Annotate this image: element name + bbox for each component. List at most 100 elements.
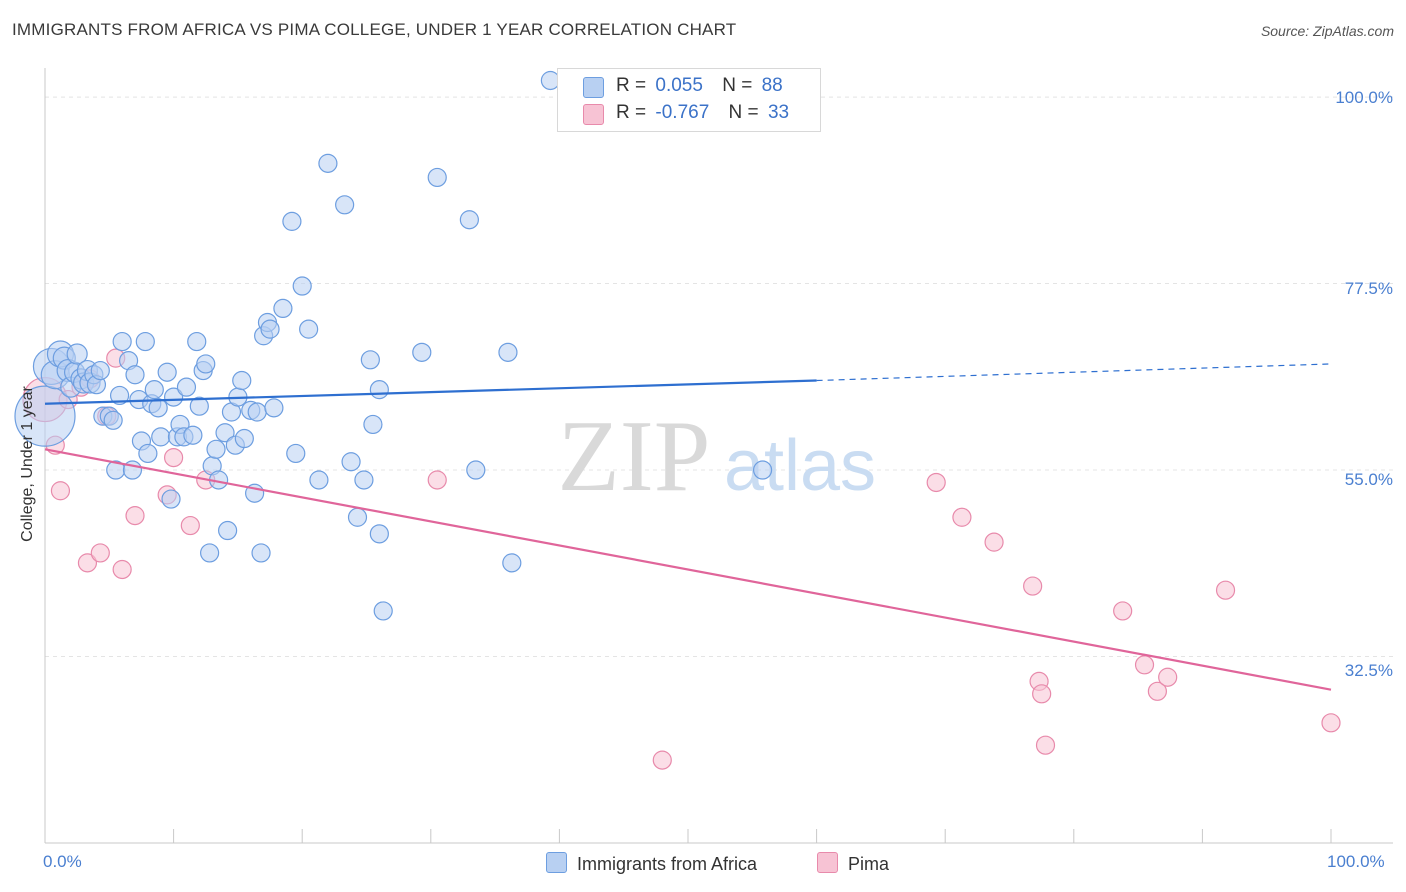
africa-point	[66, 343, 88, 365]
africa-point	[161, 489, 181, 509]
n-label: N =	[728, 102, 759, 123]
pima-point	[50, 481, 71, 501]
africa-point	[125, 365, 145, 385]
africa-point	[138, 443, 158, 464]
africa-point	[292, 276, 312, 296]
africa-point	[251, 543, 271, 563]
pima-point	[90, 543, 110, 563]
zipatlas-watermark: ZIP atlas	[558, 400, 877, 513]
africa-point	[373, 601, 393, 621]
r-label: R =	[616, 75, 647, 96]
africa-point	[200, 543, 220, 563]
africa-point	[196, 354, 216, 374]
r-value: 0.055	[655, 75, 703, 96]
legend-item-pima[interactable]: Pima	[817, 852, 889, 876]
africa-point	[427, 167, 447, 188]
pima-point	[427, 470, 447, 490]
africa-point	[135, 331, 155, 352]
pima-point	[77, 553, 98, 573]
africa-point	[363, 414, 383, 435]
pima-point	[1023, 576, 1043, 596]
africa-point	[286, 443, 306, 464]
africa-point	[234, 428, 254, 449]
africa-point	[369, 380, 389, 400]
africa-point	[260, 319, 280, 339]
watermark-atlas: atlas	[724, 426, 876, 506]
pima-point	[984, 532, 1004, 552]
legend-swatch-pink	[583, 104, 604, 125]
africa-point	[103, 410, 123, 430]
series-africa-points	[14, 70, 773, 621]
africa-point	[273, 298, 293, 319]
africa-point	[112, 331, 132, 352]
pima-point	[112, 559, 132, 580]
africa-point	[183, 425, 203, 445]
africa-point	[299, 319, 319, 339]
africa-point	[206, 439, 226, 459]
axes	[44, 68, 1393, 844]
y-axis-label: College, Under 1 year	[19, 386, 36, 542]
pima-point	[125, 506, 145, 526]
africa-point	[341, 452, 361, 472]
africa-point	[318, 153, 338, 173]
legend-swatch-pink	[817, 852, 838, 873]
africa-point	[187, 331, 207, 352]
africa-point	[157, 362, 177, 382]
africa-point	[498, 342, 518, 362]
x-tick-label: 0.0%	[43, 852, 82, 871]
africa-trend-line	[44, 379, 817, 405]
pima-point	[1035, 735, 1056, 755]
legend-item-africa[interactable]: Immigrants from Africa	[546, 852, 757, 876]
africa-point	[282, 211, 302, 231]
pima-point	[180, 515, 200, 536]
africa-point	[109, 385, 130, 406]
legend-swatch-blue	[583, 77, 604, 98]
pima-point	[1113, 601, 1133, 621]
n-value: 88	[761, 75, 783, 96]
pima-point	[164, 447, 184, 468]
pima-trend-line	[44, 448, 1332, 691]
chart-title: IMMIGRANTS FROM AFRICA VS PIMA COLLEGE, …	[12, 20, 737, 39]
pima-point	[1032, 684, 1052, 704]
pima-point	[652, 750, 672, 770]
africa-point	[215, 423, 235, 443]
africa-point	[466, 460, 486, 480]
stats-legend: R = 0.055 N = 88 R = -0.767 N = 33	[557, 68, 821, 132]
legend-label: Pima	[848, 854, 890, 874]
legend-swatch-blue	[546, 852, 567, 873]
africa-point	[459, 210, 479, 230]
africa-point	[309, 470, 329, 490]
africa-point	[360, 350, 380, 370]
africa-trend-extension	[816, 363, 1332, 382]
r-value: -0.767	[655, 102, 710, 123]
africa-point	[335, 195, 355, 215]
africa-point	[354, 470, 374, 490]
y-tick-label: 32.5%	[1344, 661, 1393, 680]
africa-point	[176, 377, 197, 397]
pima-point	[1134, 655, 1155, 675]
y-tick-label: 77.5%	[1344, 279, 1393, 298]
africa-point	[752, 460, 773, 480]
africa-point	[14, 385, 76, 447]
africa-point	[502, 553, 522, 573]
africa-point	[264, 398, 284, 418]
watermark-zip: ZIP	[558, 400, 711, 513]
africa-point	[412, 342, 432, 362]
trend-lines	[44, 363, 1332, 691]
africa-point	[232, 370, 252, 391]
n-label: N =	[722, 75, 753, 96]
africa-point	[144, 380, 164, 400]
africa-point	[151, 427, 171, 447]
y-tick-label: 100.0%	[1335, 88, 1393, 107]
africa-point	[247, 402, 267, 422]
legend-label: Immigrants from Africa	[577, 854, 758, 874]
africa-point	[218, 520, 238, 541]
pima-point	[1215, 580, 1236, 600]
pima-point	[1321, 713, 1341, 733]
pima-point	[952, 507, 972, 527]
africa-point	[164, 387, 184, 407]
r-label: R =	[616, 102, 647, 123]
africa-point	[189, 396, 209, 416]
pima-point	[1158, 667, 1178, 687]
